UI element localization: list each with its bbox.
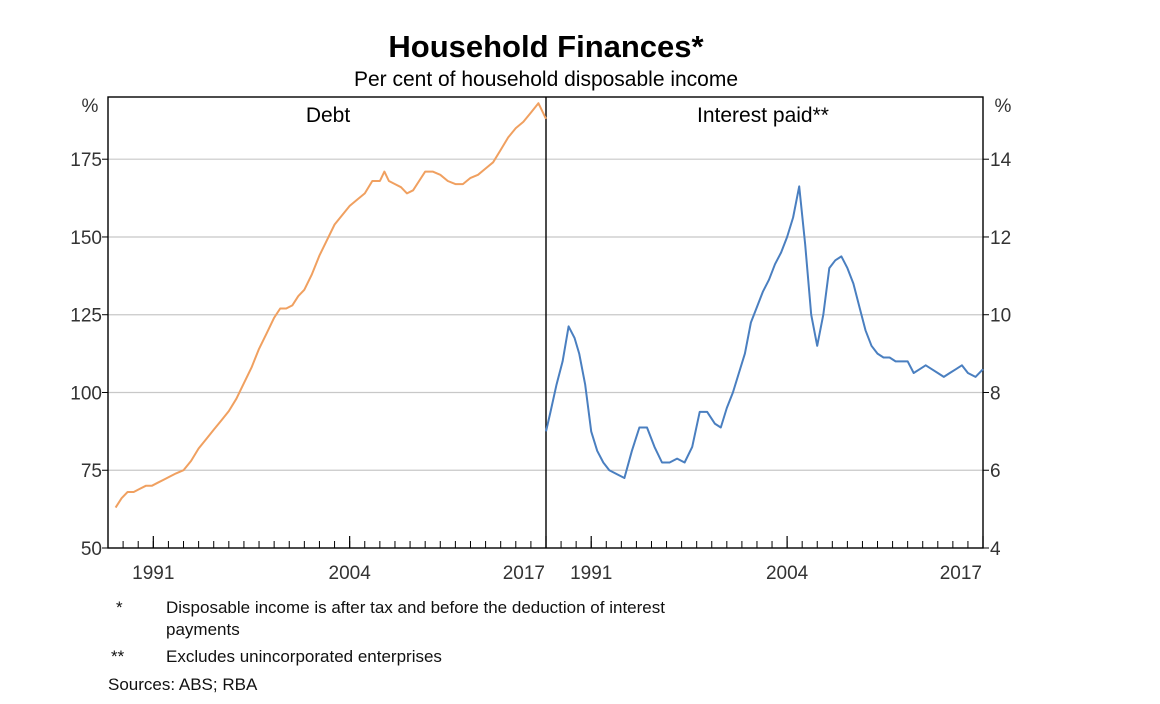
note-2-line-1: Excludes unincorporated enterprises bbox=[166, 647, 442, 666]
x-tick-label: 1991 bbox=[132, 563, 174, 584]
y-tick-label-left: 100 bbox=[70, 383, 102, 404]
y-tick-label-left: 50 bbox=[81, 539, 102, 560]
y-tick-label-right: 8 bbox=[990, 383, 1001, 404]
chart-title: Household Finances* bbox=[388, 29, 704, 64]
x-tick-label: 2004 bbox=[329, 563, 372, 584]
x-tick-label: 2004 bbox=[766, 563, 809, 584]
y-tick-label-right: 12 bbox=[990, 228, 1011, 249]
panel-title-interest: Interest paid** bbox=[697, 104, 829, 127]
note-1-line-2: payments bbox=[166, 620, 240, 639]
chart-subtitle: Per cent of household disposable income bbox=[354, 68, 738, 91]
interest-paid-series-line bbox=[545, 185, 984, 479]
sources-note: Sources: ABS; RBA bbox=[108, 675, 258, 694]
series-lines bbox=[114, 102, 984, 509]
y-axis-tick-labels: 50 75 100 125 150 175 4 6 8 10 12 14 bbox=[70, 150, 1011, 560]
y-tick-label-left: 125 bbox=[70, 306, 102, 327]
y-tick-label-right: 14 bbox=[990, 150, 1012, 171]
y-tick-label-right: 4 bbox=[990, 539, 1001, 560]
note-1-marker: * bbox=[116, 598, 123, 617]
plot-frame bbox=[107, 96, 984, 549]
note-2-marker: ** bbox=[111, 647, 125, 666]
x-tick-label: 2017 bbox=[940, 563, 982, 584]
y-tick-label-right: 10 bbox=[990, 306, 1011, 327]
panel-title-debt: Debt bbox=[306, 104, 351, 127]
y-tick-label-left: 175 bbox=[70, 150, 102, 171]
debt-series-line bbox=[114, 102, 547, 509]
y-tick-label-left: 75 bbox=[81, 461, 102, 482]
x-tick-label: 1991 bbox=[570, 563, 612, 584]
x-tick-label: 2017 bbox=[503, 563, 545, 584]
right-unit-label: % bbox=[995, 96, 1012, 117]
note-1-line-1: Disposable income is after tax and befor… bbox=[166, 598, 665, 617]
left-unit-label: % bbox=[82, 96, 99, 117]
y-tick-label-left: 150 bbox=[70, 228, 102, 249]
y-tick-label-right: 6 bbox=[990, 461, 1001, 482]
x-axis-tick-labels: 1991 2004 2017 1991 2004 2017 bbox=[132, 536, 984, 584]
